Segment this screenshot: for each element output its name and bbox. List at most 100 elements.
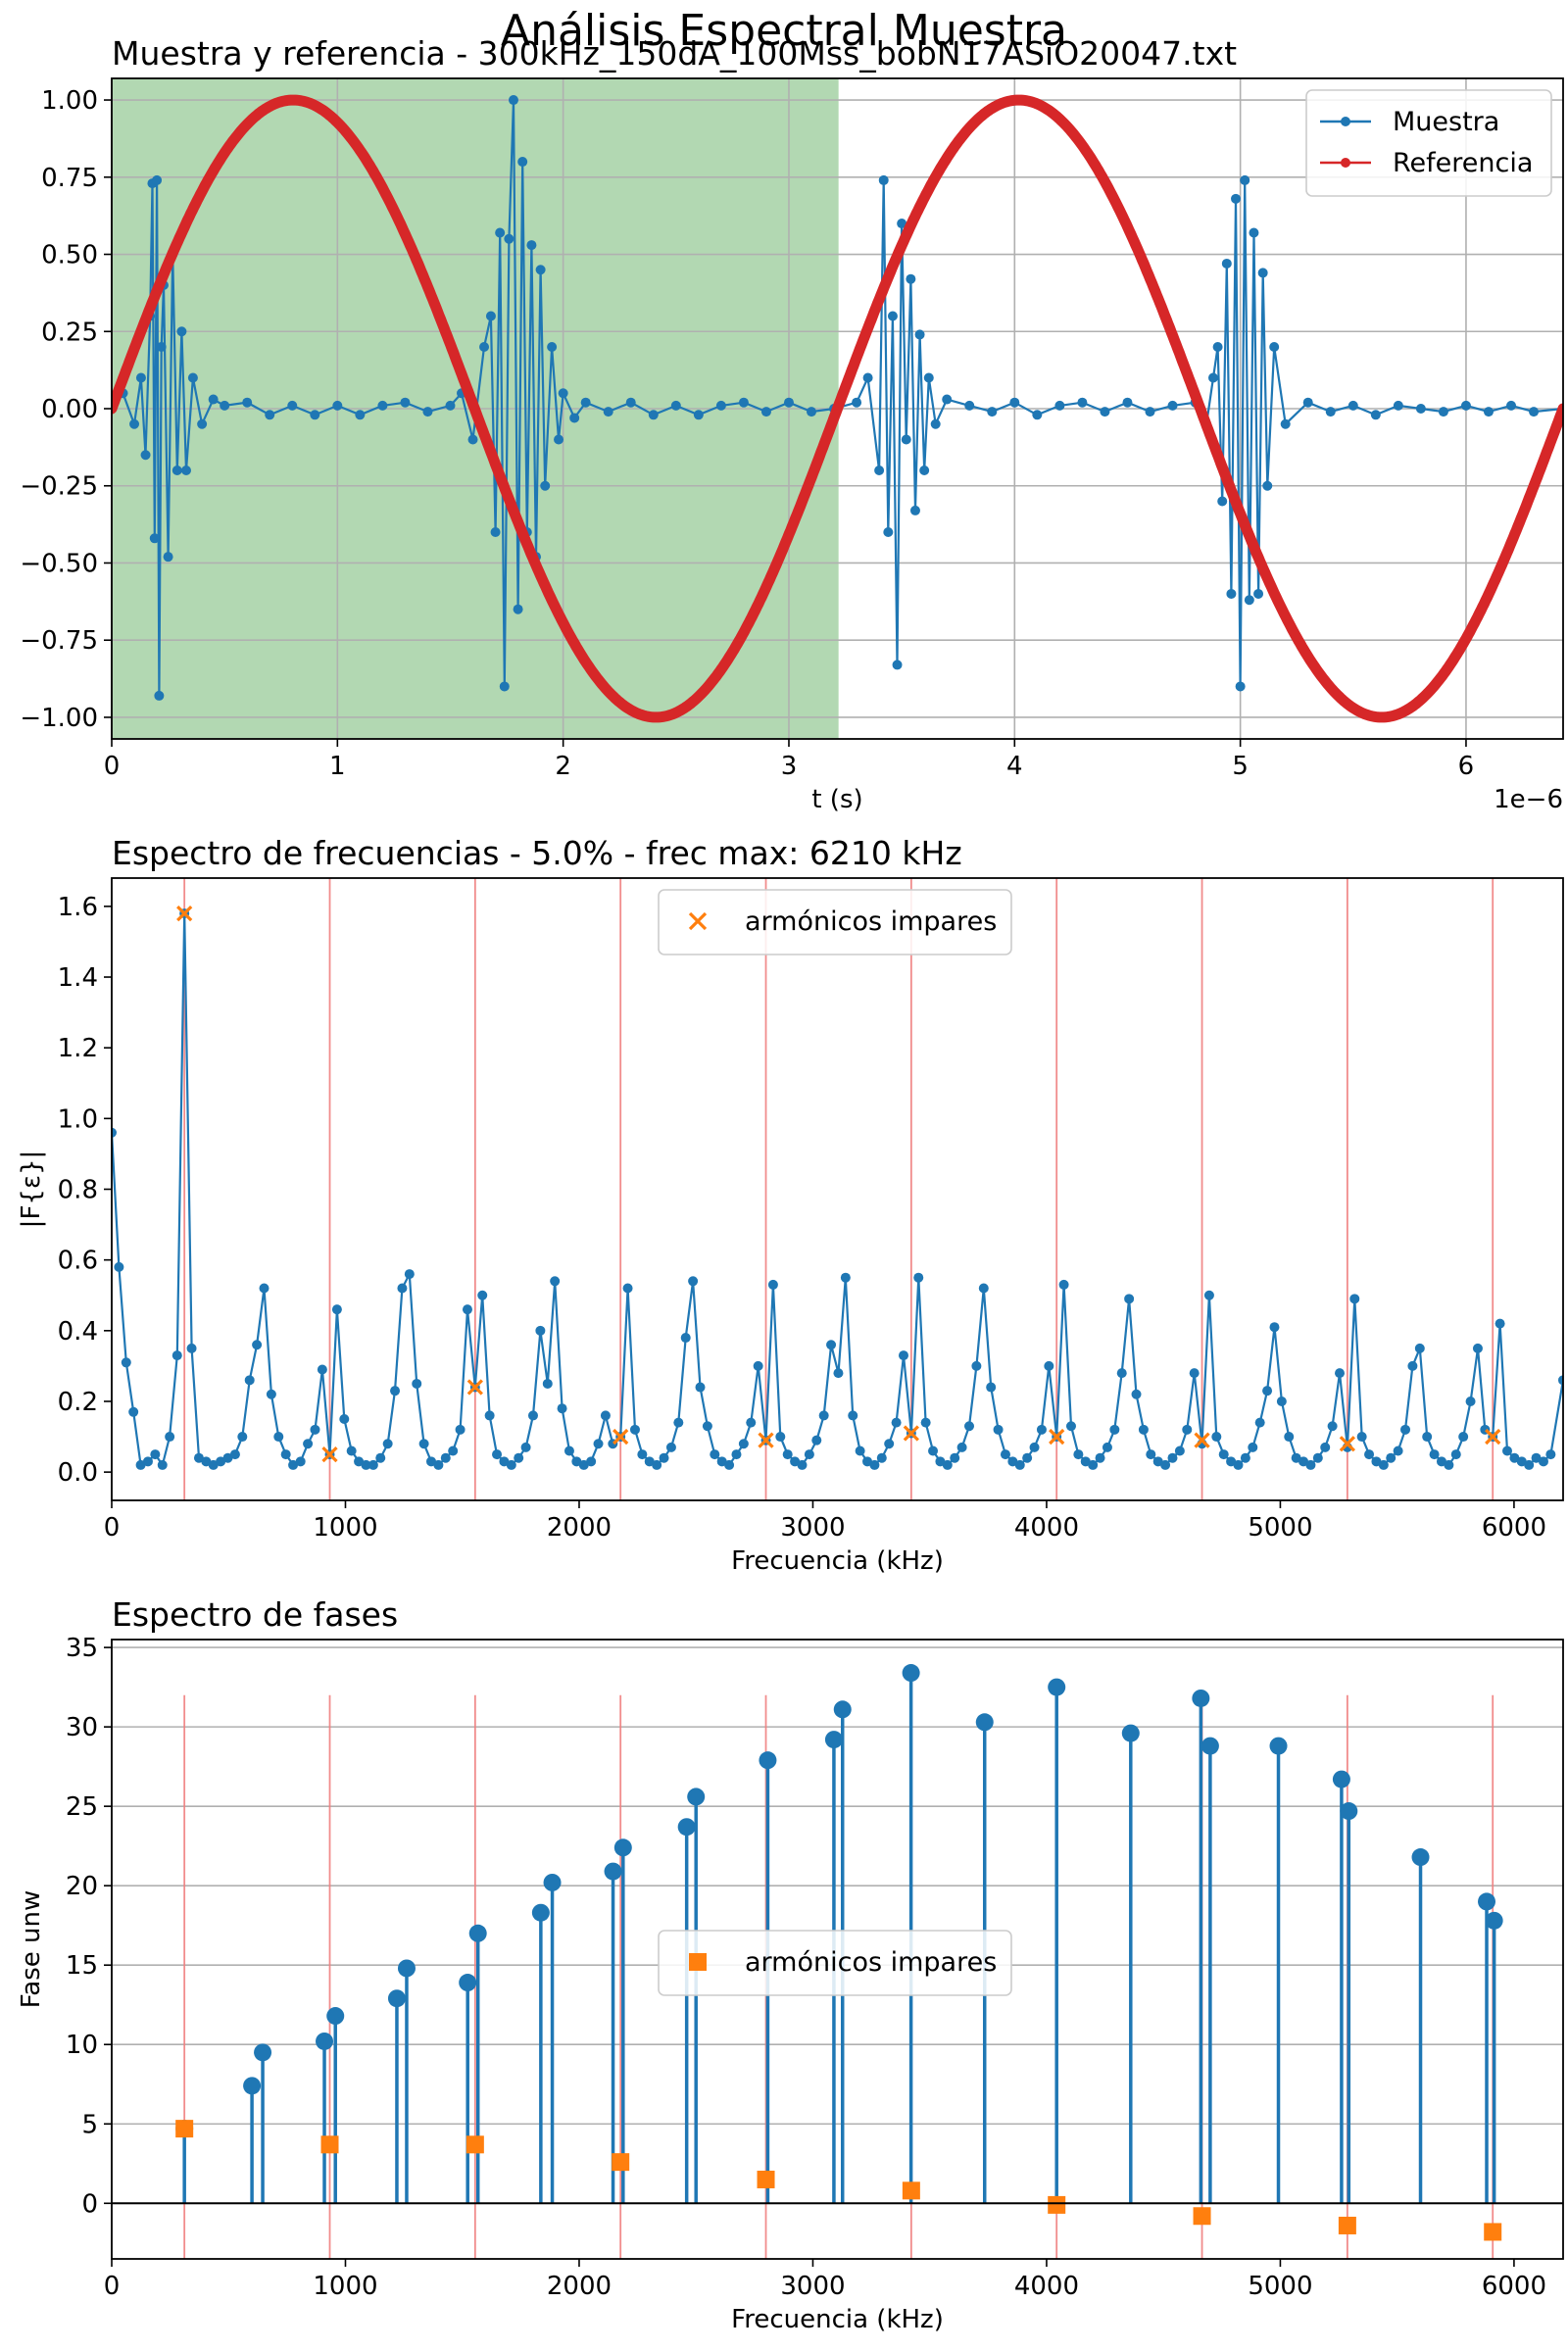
y-tick-label: 0.75 (41, 164, 98, 193)
x-tick-label: 0 (104, 2272, 121, 2301)
data-point (1506, 400, 1517, 411)
data-point (1231, 193, 1242, 204)
x-tick-label: 3000 (780, 2272, 845, 2301)
data-point (1122, 397, 1133, 408)
data-point (1014, 1459, 1025, 1470)
data-point (479, 342, 490, 353)
plots: 0 1 2 3 4 5 61.000.750.500.250.00−0.25−0.50−0.… (17, 34, 1564, 2334)
data-point (648, 410, 659, 420)
data-point (902, 2181, 920, 2200)
y-tick-label: 1.6 (58, 893, 98, 922)
data-point (593, 1439, 604, 1449)
x-tick-label: 4000 (1014, 1513, 1079, 1543)
data-point (1124, 1294, 1135, 1304)
data-point (1415, 404, 1426, 414)
data-point (375, 1452, 386, 1463)
y-tick-label: −0.25 (20, 472, 98, 502)
data-point (564, 1446, 574, 1456)
legend-label: Muestra (1393, 107, 1499, 137)
data-point (1233, 1459, 1244, 1470)
axes-frame (111, 1639, 1564, 2260)
data-point (197, 418, 208, 429)
data-point (320, 2135, 339, 2154)
data-point (1240, 1452, 1250, 1463)
y-tick-label: 0 (81, 2189, 98, 2219)
y-tick-label: −0.50 (20, 549, 98, 578)
data-point (466, 1379, 483, 1396)
data-point (622, 1283, 633, 1294)
data-point (1291, 1452, 1301, 1463)
data-point (1436, 1456, 1446, 1467)
y-tick-label: 0.50 (41, 241, 98, 270)
x-tick-label: 1000 (313, 2272, 377, 2301)
data-point (201, 1456, 212, 1467)
y-tick-label: 35 (66, 1634, 98, 1663)
data-point (971, 1360, 982, 1371)
data-point (1524, 1459, 1535, 1470)
data-point (637, 1449, 648, 1460)
series-line (112, 99, 1563, 696)
data-point (280, 1449, 291, 1460)
data-point (520, 1442, 531, 1452)
data-point (1465, 1396, 1476, 1406)
data-point (477, 1290, 488, 1300)
data-point (265, 410, 275, 420)
data-point (355, 410, 366, 420)
data-point (928, 1446, 939, 1456)
x-tick-label: 0 (104, 752, 121, 781)
y-tick-label: 0.00 (41, 395, 98, 424)
plot-area (175, 1664, 1503, 2241)
data-point (1444, 1459, 1454, 1470)
x-tick-label: 2000 (547, 1513, 612, 1543)
data-point (869, 1459, 880, 1470)
data-point (603, 407, 613, 417)
data-point (1217, 496, 1228, 507)
data-point (1253, 588, 1264, 599)
data-point (1485, 1911, 1503, 1930)
data-point (1048, 1678, 1066, 1696)
data-point (1305, 1459, 1316, 1470)
data-point (252, 1340, 263, 1350)
data-point (1269, 1322, 1280, 1333)
data-point (499, 681, 510, 692)
y-tick-label: 1.2 (58, 1034, 98, 1063)
x-tick-label: 2 (555, 752, 571, 781)
data-point (1450, 1449, 1461, 1460)
data-point (526, 240, 537, 251)
series-armónicos-impares (176, 905, 1501, 1463)
data-point (243, 2077, 262, 2095)
data-point (716, 1456, 727, 1467)
data-point (571, 1456, 582, 1467)
data-point (909, 505, 920, 515)
legend: Muestra Referencia (1305, 89, 1552, 197)
data-point (1116, 1368, 1127, 1379)
data-point (695, 1382, 706, 1393)
data-point (724, 1459, 735, 1470)
data-point (466, 2135, 484, 2154)
data-point (156, 342, 167, 353)
data-point (1182, 1424, 1193, 1435)
data-point (659, 1452, 669, 1463)
data-point (554, 434, 564, 445)
data-point (1348, 400, 1358, 411)
data-point (578, 1459, 589, 1470)
data-point (964, 400, 975, 411)
data-point (1065, 1421, 1076, 1432)
data-point (826, 1340, 837, 1350)
data-point (540, 480, 551, 491)
data-point (1049, 1428, 1065, 1446)
data-point (440, 1452, 451, 1463)
data-point (1516, 1456, 1527, 1467)
data-point (1364, 1449, 1375, 1460)
data-point (1269, 1737, 1288, 1755)
data-point (527, 1410, 538, 1421)
data-point (811, 1435, 822, 1446)
data-point (1460, 400, 1471, 411)
data-point (412, 1378, 422, 1389)
series-data (175, 1664, 1503, 2204)
data-point (920, 1417, 931, 1428)
data-point (140, 450, 151, 461)
data-point (677, 1818, 696, 1837)
data-point (368, 1459, 378, 1470)
data-point (1174, 1446, 1185, 1456)
